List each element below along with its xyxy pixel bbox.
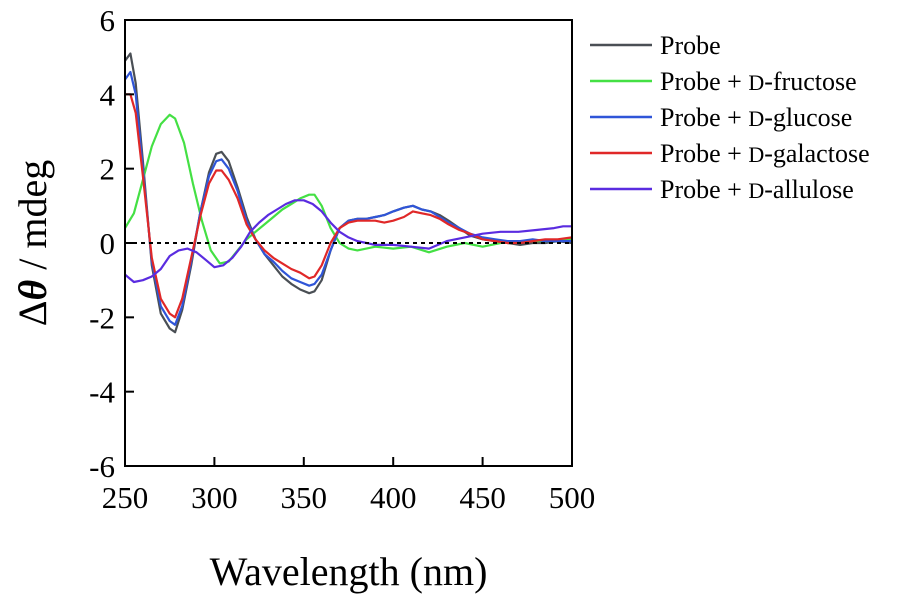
y-axis-title: Δθ / mdeg [10,160,55,326]
y-tick-label: -4 [89,375,115,410]
y-axis-title-prefix: Δ [10,301,55,327]
series-line-1 [124,52,573,334]
x-tick-label: 450 [459,480,506,515]
y-tick-label: -2 [89,300,115,335]
legend-entry: Probe + D-galactose [660,139,870,168]
series-line-3 [124,70,572,326]
series-line-4 [125,93,573,319]
legend: Probe Probe + D-fructose Probe + D-glucose… [590,31,870,204]
legend-entry: Probe + D-glucose [660,103,852,132]
y-tick-label: 2 [100,152,116,187]
y-tick-labels: -6 -4 -2 0 2 4 6 [89,3,115,484]
legend-entry: Probe [660,31,721,60]
y-tick-label: 6 [100,3,116,38]
y-axis-title-suffix: / mdeg [10,160,55,280]
y-axis-title-symbol: θ [10,280,55,301]
series-line-2 [124,113,573,265]
x-tick-label: 400 [370,480,417,515]
x-tick-label: 500 [549,480,596,515]
series-line-5 [124,199,572,284]
y-tick-label: 4 [100,77,116,112]
x-tick-label: 250 [102,480,149,515]
axis-ticks [124,19,573,467]
series-layer [124,52,573,334]
y-tick-label: 0 [100,226,116,261]
x-tick-labels: 250 300 350 400 450 500 [102,480,596,515]
legend-entry: Probe + D-allulose [660,175,854,204]
x-tick-label: 350 [281,480,328,515]
x-axis-title: Wavelength (nm) [210,549,488,594]
y-tick-label: -6 [89,449,115,484]
x-tick-label: 300 [191,480,238,515]
legend-entry: Probe + D-fructose [660,67,857,96]
